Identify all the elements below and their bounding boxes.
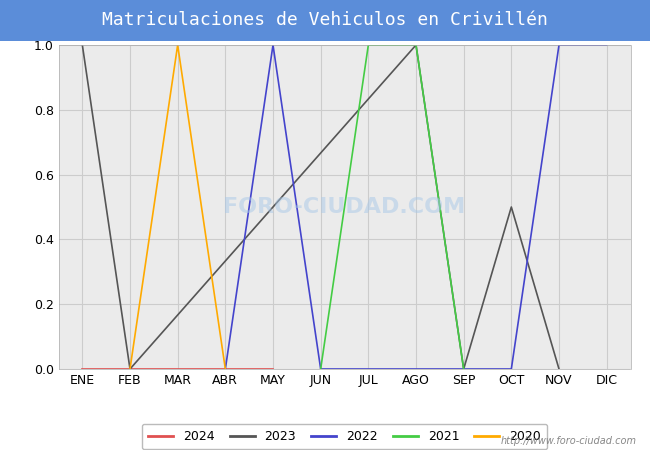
Line: 2021: 2021 bbox=[320, 45, 463, 369]
Line: 2022: 2022 bbox=[226, 45, 606, 369]
2022 bbox=[603, 42, 610, 48]
2022 bbox=[269, 42, 277, 48]
2023 bbox=[412, 42, 420, 48]
2023 bbox=[126, 366, 134, 372]
Text: FORO-CIUDAD.COM: FORO-CIUDAD.COM bbox=[224, 197, 465, 217]
2022 bbox=[317, 366, 324, 372]
2020 bbox=[222, 366, 229, 372]
2021 bbox=[412, 42, 420, 48]
2020 bbox=[174, 42, 181, 48]
2024 bbox=[269, 366, 277, 372]
2022 bbox=[508, 366, 515, 372]
Line: 2020: 2020 bbox=[130, 45, 226, 369]
2023 bbox=[555, 366, 563, 372]
2022 bbox=[555, 42, 563, 48]
2023 bbox=[79, 42, 86, 48]
2021 bbox=[317, 366, 324, 372]
2023 bbox=[460, 366, 467, 372]
Legend: 2024, 2023, 2022, 2021, 2020: 2024, 2023, 2022, 2021, 2020 bbox=[142, 424, 547, 450]
2020 bbox=[126, 366, 134, 372]
Text: Matriculaciones de Vehiculos en Crivillén: Matriculaciones de Vehiculos en Crivillé… bbox=[102, 11, 548, 29]
Text: http://www.foro-ciudad.com: http://www.foro-ciudad.com bbox=[501, 436, 637, 446]
2024 bbox=[79, 366, 86, 372]
2021 bbox=[460, 366, 467, 372]
Line: 2023: 2023 bbox=[83, 45, 559, 369]
2023 bbox=[508, 204, 515, 210]
2021 bbox=[365, 42, 372, 48]
2022 bbox=[222, 366, 229, 372]
